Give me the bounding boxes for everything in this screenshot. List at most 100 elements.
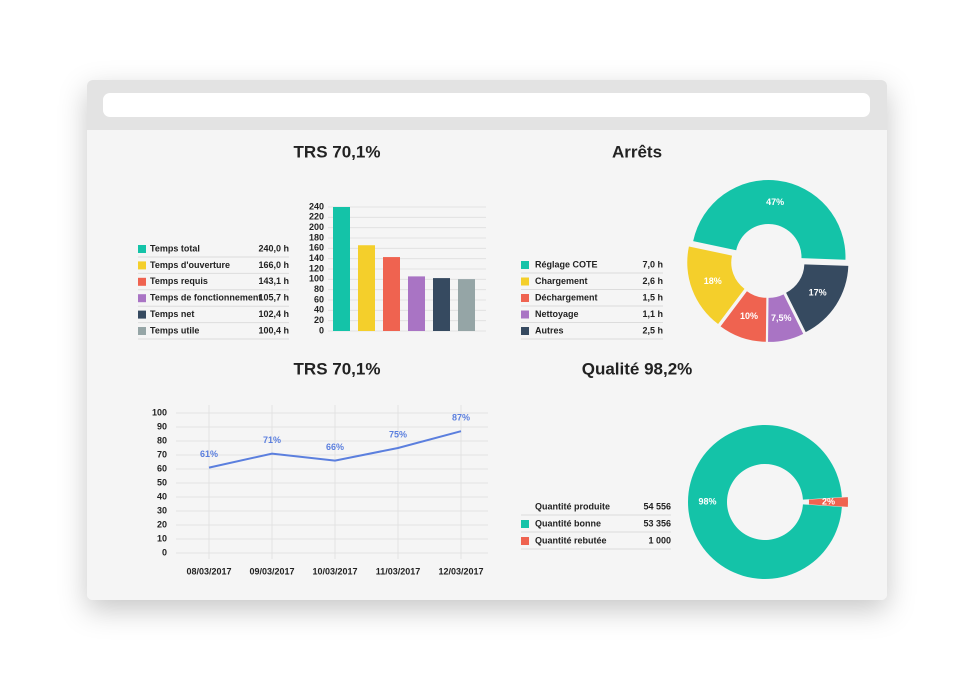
pie-slice	[720, 291, 767, 342]
data-label: 75%	[389, 429, 407, 439]
x-tick-label: 11/03/2017	[376, 566, 421, 576]
legend-swatch	[138, 261, 146, 270]
chart-title: Qualité 98,2%	[582, 359, 693, 378]
legend-value: 2,6 h	[642, 276, 663, 286]
legend-swatch	[521, 520, 529, 528]
pie-slice	[688, 425, 842, 579]
legend-label: Autres	[535, 325, 564, 335]
bar	[358, 245, 375, 331]
pie-slice	[693, 180, 846, 260]
y-tick-label: 40	[314, 305, 324, 315]
bar	[333, 207, 350, 331]
bar	[458, 279, 475, 331]
data-label: 61%	[200, 449, 218, 459]
y-tick-label: 40	[157, 491, 167, 501]
bar	[383, 257, 400, 331]
y-tick-label: 60	[314, 294, 324, 304]
bar	[433, 278, 450, 331]
slice-label: 2%	[822, 496, 835, 506]
window	[87, 80, 887, 600]
y-tick-label: 10	[157, 533, 167, 543]
legend-label: Temps d'ouverture	[150, 260, 230, 270]
y-tick-label: 240	[309, 201, 324, 211]
legend-swatch	[521, 294, 529, 302]
chart-title: TRS 70,1%	[294, 359, 381, 378]
chart-title: TRS 70,1%	[294, 142, 381, 161]
legend-value: 1 000	[648, 535, 671, 545]
legend-swatch	[521, 310, 529, 319]
legend-label: Chargement	[535, 276, 588, 286]
slice-label: 17%	[809, 287, 827, 297]
legend-value: 143,1 h	[258, 276, 289, 286]
legend-swatch	[138, 294, 146, 303]
address-bar[interactable]	[103, 93, 870, 117]
legend-label: Temps utile	[150, 325, 199, 335]
slice-label: 10%	[740, 311, 758, 321]
data-label: 87%	[452, 413, 470, 423]
legend-value: 102,4 h	[258, 309, 289, 319]
slice-label: 98%	[698, 496, 716, 506]
data-label: 66%	[326, 442, 344, 452]
y-tick-label: 70	[157, 449, 167, 459]
legend-label: Temps net	[150, 309, 194, 319]
x-tick-label: 10/03/2017	[312, 566, 357, 576]
y-tick-label: 50	[157, 477, 167, 487]
y-tick-label: 0	[319, 325, 324, 335]
legend-value: 240,0 h	[258, 243, 289, 253]
data-label: 71%	[263, 435, 281, 445]
legend-value: 1,1 h	[642, 309, 663, 319]
slice-label: 47%	[766, 197, 784, 207]
legend-swatch	[521, 537, 529, 545]
legend-value: 166,0 h	[258, 260, 289, 270]
pie-slice	[786, 264, 849, 333]
legend-label: Quantité bonne	[535, 518, 601, 528]
legend-value: 53 356	[643, 518, 671, 528]
legend-swatch	[138, 277, 146, 286]
x-tick-label: 09/03/2017	[249, 566, 294, 576]
pie-slice	[687, 246, 745, 325]
y-tick-label: 0	[162, 547, 167, 557]
slice-label: 18%	[704, 276, 722, 286]
legend-swatch	[138, 245, 146, 253]
line	[208, 430, 462, 469]
legend-value: 100,4 h	[258, 325, 289, 335]
y-tick-label: 220	[309, 212, 324, 222]
y-tick-label: 200	[309, 222, 324, 232]
legend-label: Réglage COTE	[535, 259, 598, 269]
chart-title: Arrêts	[612, 142, 662, 161]
legend-label: Quantité rebutée	[535, 535, 607, 545]
y-tick-label: 20	[314, 315, 324, 325]
y-tick-label: 30	[157, 505, 167, 515]
slice-label: 7,5%	[771, 313, 792, 323]
legend-value: 7,0 h	[642, 259, 663, 269]
legend-label: Déchargement	[535, 292, 598, 302]
legend-value: 105,7 h	[258, 293, 289, 303]
y-tick-label: 60	[157, 463, 167, 473]
legend-label: Temps requis	[150, 276, 208, 286]
pie-slice	[808, 497, 848, 507]
legend-label: Quantité produite	[535, 501, 610, 511]
y-tick-label: 100	[152, 407, 167, 417]
y-tick-label: 90	[157, 421, 167, 431]
y-tick-label: 180	[309, 232, 324, 242]
y-tick-label: 100	[309, 274, 324, 284]
pie-slice	[768, 294, 804, 342]
legend-swatch	[521, 261, 529, 269]
legend-label: Temps de fonctionnement	[150, 293, 261, 303]
y-tick-label: 140	[309, 253, 324, 263]
y-tick-label: 80	[157, 435, 167, 445]
y-tick-label: 120	[309, 263, 324, 273]
legend-swatch	[521, 327, 529, 335]
legend-swatch	[138, 327, 146, 335]
x-tick-label: 12/03/2017	[438, 566, 483, 576]
bar	[408, 276, 425, 331]
legend-label: Nettoyage	[535, 309, 579, 319]
y-tick-label: 160	[309, 243, 324, 253]
legend-value: 1,5 h	[642, 292, 663, 302]
y-tick-label: 80	[314, 284, 324, 294]
legend-swatch	[521, 277, 529, 286]
legend-value: 2,5 h	[642, 325, 663, 335]
legend-value: 54 556	[643, 501, 671, 511]
y-tick-label: 20	[157, 519, 167, 529]
